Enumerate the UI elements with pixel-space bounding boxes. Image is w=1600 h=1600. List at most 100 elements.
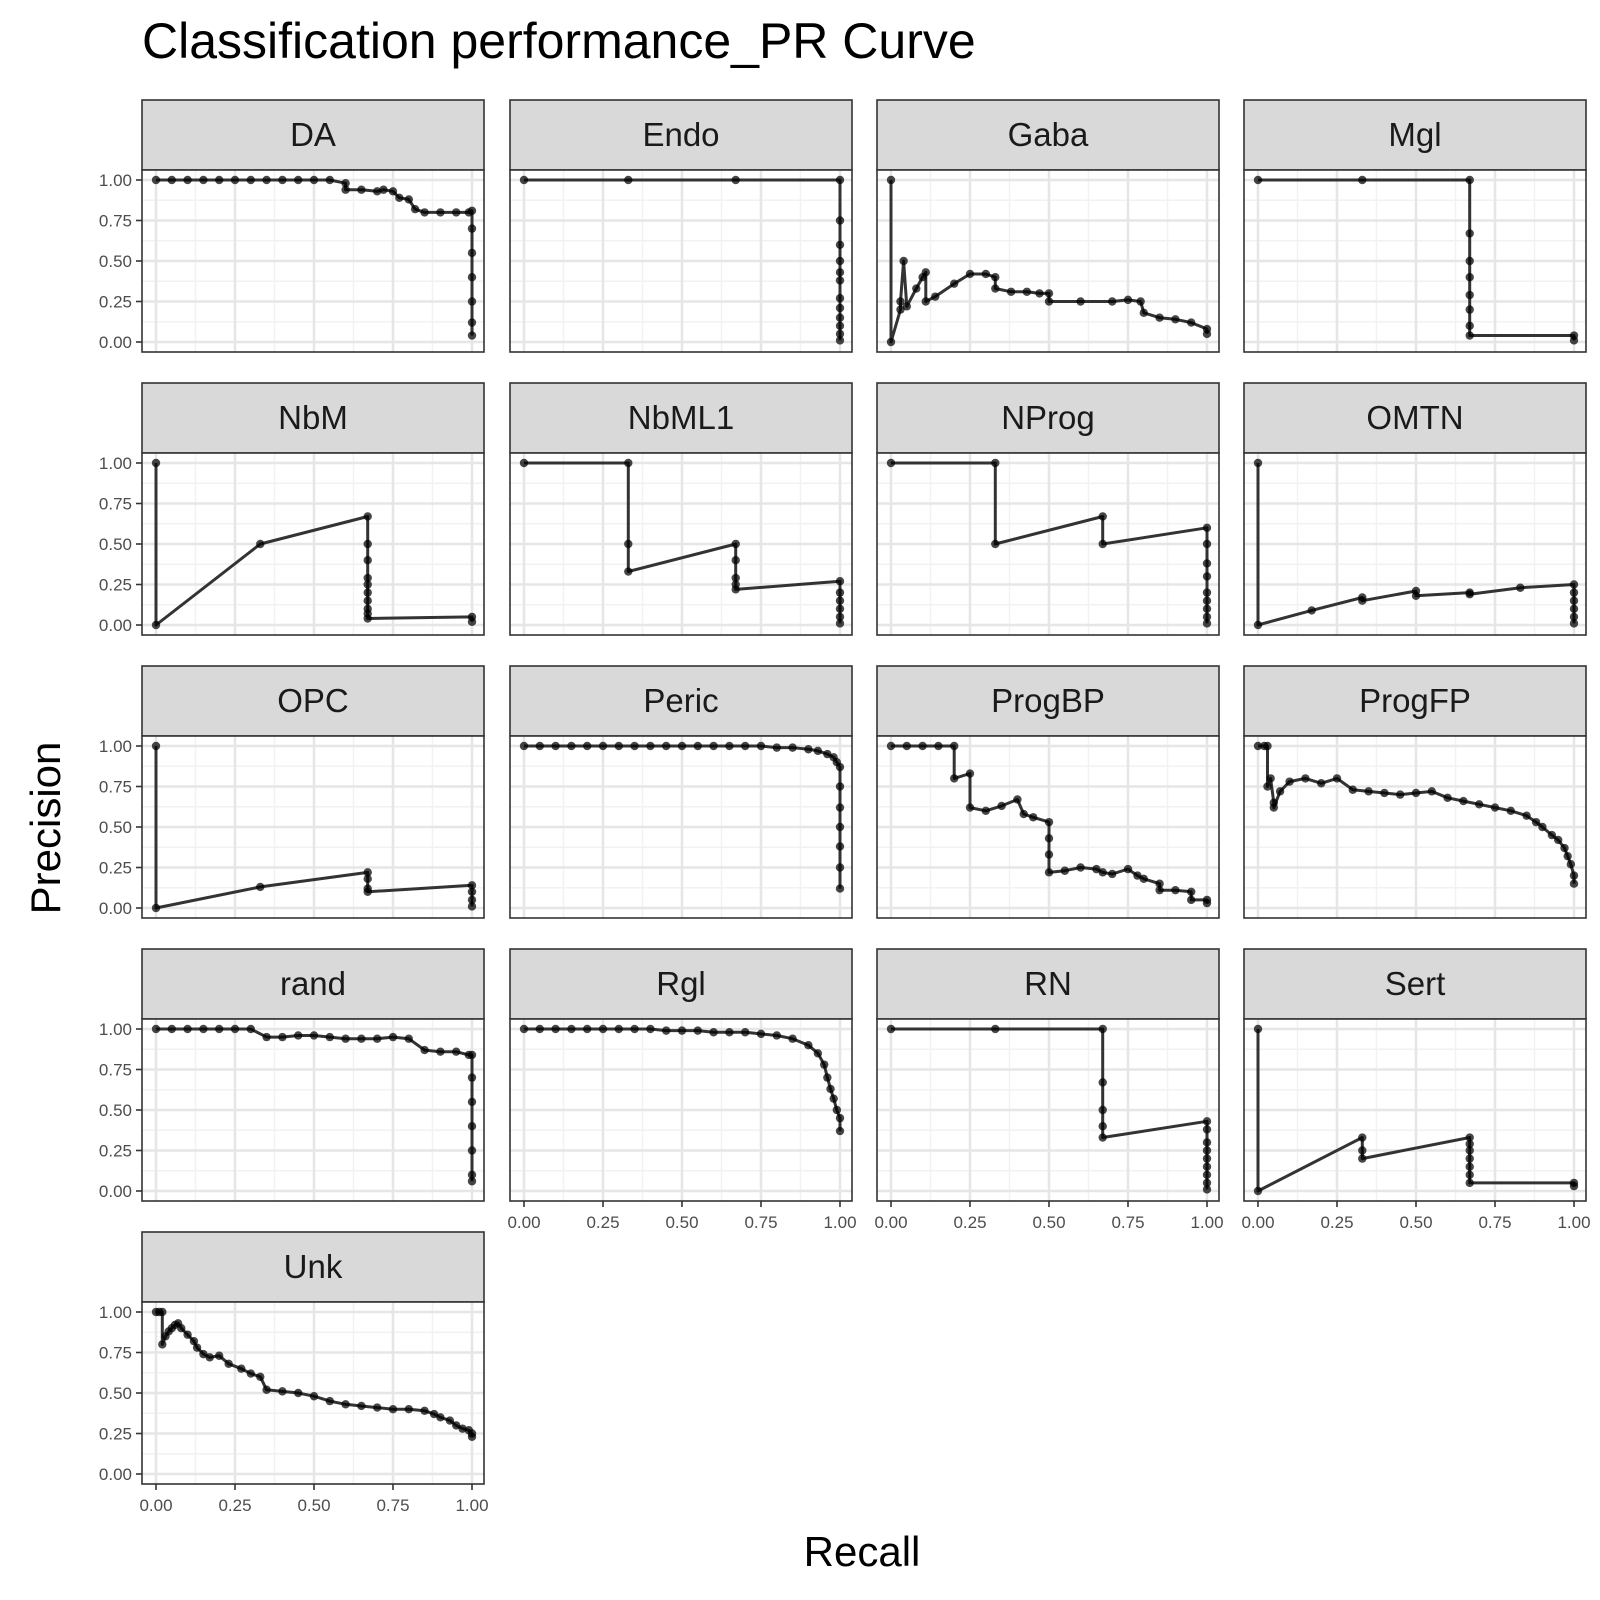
y-tick-label-0_25: 0.25 (99, 859, 132, 878)
x-axis-title: Recall (803, 1528, 921, 1575)
pr-point (835, 762, 845, 772)
x-tick-label-0_50: 0.50 (297, 1496, 330, 1515)
pr-point (950, 741, 959, 751)
pr-point (991, 539, 1000, 549)
pr-points-progfp (1253, 741, 1579, 888)
y-axis-title: Precision (22, 741, 69, 915)
y-tick-label-0_25: 0.25 (99, 1142, 132, 1161)
strip-sert (1243, 948, 1587, 1020)
pr-point (199, 175, 208, 185)
pr-point (535, 1024, 544, 1034)
pr-point (583, 1024, 592, 1034)
pr-point (1275, 787, 1285, 796)
pr-point (363, 512, 372, 521)
pr-point (1569, 619, 1579, 628)
y-axis-opc: 0.00 0.25 0.50 0.75 1.00 (99, 737, 142, 918)
pr-point (467, 1097, 477, 1107)
pr-point (709, 741, 718, 751)
pr-point (205, 1353, 214, 1362)
pr-point (1531, 817, 1541, 827)
strip-peric (509, 665, 853, 737)
pr-point (151, 620, 161, 630)
pr-point (1285, 777, 1294, 786)
pr-point (1044, 868, 1054, 877)
strip-nprog (876, 382, 1220, 454)
pr-point (646, 1024, 655, 1034)
chart-title: Classification performance_PR Curve (142, 13, 976, 69)
y-tick-label-0_00: 0.00 (99, 1182, 132, 1201)
x-tick-label-0_50: 0.50 (1399, 1213, 1432, 1232)
pr-point (467, 1122, 477, 1131)
pr-point (1139, 874, 1149, 884)
y-tick-label-0_25: 0.25 (99, 1425, 132, 1444)
pr-point (224, 1359, 233, 1369)
strip-unk (141, 1231, 485, 1303)
pr-point (363, 539, 372, 549)
pr-point (363, 556, 372, 565)
strip-progbp (876, 665, 1220, 737)
pr-point (1044, 817, 1054, 827)
pr-point (835, 268, 845, 277)
pr-point (886, 337, 896, 347)
pr-point (624, 175, 633, 185)
x-tick-label-1_00: 1.00 (1557, 1213, 1590, 1232)
pr-point (167, 175, 176, 185)
pr-point (452, 208, 461, 217)
strip-label-progfp: ProgFP (1359, 682, 1471, 719)
pr-point (410, 204, 420, 214)
pr-point (1098, 868, 1107, 877)
pr-point (1427, 787, 1437, 796)
pr-point (804, 745, 813, 754)
y-tick-label-0_50: 0.50 (99, 252, 132, 271)
pr-point (731, 556, 740, 565)
strip-label-sert: Sert (1385, 965, 1446, 1002)
pr-point (363, 580, 372, 589)
pr-point (1092, 864, 1101, 874)
pr-point (467, 318, 477, 327)
pr-point (1569, 1181, 1579, 1191)
y-tick-label-0_50: 0.50 (99, 535, 132, 554)
pr-points-sert (1253, 1024, 1579, 1196)
strip-rand (141, 948, 485, 1020)
pr-point (388, 1032, 398, 1042)
strip-label-rand: rand (280, 965, 346, 1002)
pr-point (614, 741, 623, 751)
pr-points-nprog (886, 458, 1212, 628)
pr-point (183, 1330, 192, 1339)
x-tick-label-0_00: 0.00 (139, 1496, 172, 1515)
x-tick-label-0_75: 0.75 (1478, 1213, 1511, 1232)
pr-point (896, 305, 905, 314)
strip-label-mgl: Mgl (1388, 116, 1441, 153)
pr-point (404, 1405, 413, 1414)
pr-point (1465, 1139, 1474, 1149)
strip-progfp (1243, 665, 1587, 737)
pr-point (886, 1024, 896, 1034)
pr-point (1301, 774, 1310, 783)
pr-point (1202, 1146, 1212, 1155)
pr-point (1348, 785, 1358, 794)
pr-point (912, 284, 921, 293)
pr-point (624, 539, 633, 549)
pr-point (788, 1034, 797, 1043)
y-tick-label-0_50: 0.50 (99, 1384, 132, 1403)
pr-point (677, 1026, 687, 1035)
pr-point (709, 1028, 718, 1037)
pr-point (1155, 879, 1164, 888)
pr-point (262, 1385, 271, 1394)
pr-point (1253, 1024, 1263, 1034)
x-tick-label-1_00: 1.00 (455, 1496, 488, 1515)
pr-points-da (151, 175, 477, 340)
pr-point (1475, 800, 1484, 809)
pr-point (363, 868, 372, 877)
pr-point (965, 269, 975, 279)
x-tick-label-0_75: 0.75 (376, 1496, 409, 1515)
pr-point (1123, 864, 1133, 874)
facet-nprog: NProg (876, 382, 1220, 636)
pr-point (835, 577, 845, 586)
pr-point (921, 268, 930, 277)
pr-point (436, 208, 445, 217)
pr-point (199, 1349, 208, 1359)
pr-point (1538, 822, 1547, 832)
pr-point (918, 741, 927, 751)
